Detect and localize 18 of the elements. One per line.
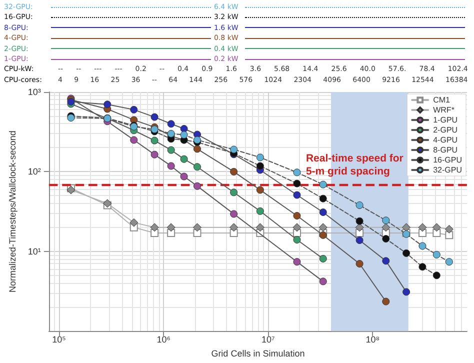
legend-label: 8-GPU xyxy=(433,146,458,154)
x-axis-title: Grid Cells in Simulation xyxy=(211,348,305,358)
x-tick-label: 10⁷ xyxy=(261,334,275,345)
legend-label: 16-GPU xyxy=(433,156,462,164)
legend-label: 4-GPU xyxy=(433,136,458,144)
y-tick-label: 10¹ xyxy=(28,246,41,256)
x-tick-label: 10⁸ xyxy=(366,334,380,345)
y-tick-label: 10³ xyxy=(28,87,41,97)
legend-label: 1-GPU xyxy=(433,116,458,124)
legend-label: 32-GPU xyxy=(433,166,462,174)
legend-label: CM1 xyxy=(433,96,451,104)
x-tick-label: 10⁶ xyxy=(156,334,171,345)
y-tick-label: 10² xyxy=(28,166,41,177)
x-tick-label: 10⁵ xyxy=(52,334,66,345)
legend-label: WRF* xyxy=(433,106,454,114)
y-axis-title: Normalized-Timesteps/Wallclock-second xyxy=(8,130,18,292)
ref-line-label: Real-time speed for 5-m grid spacing xyxy=(306,152,406,178)
legend-label: 2-GPU xyxy=(433,126,458,134)
